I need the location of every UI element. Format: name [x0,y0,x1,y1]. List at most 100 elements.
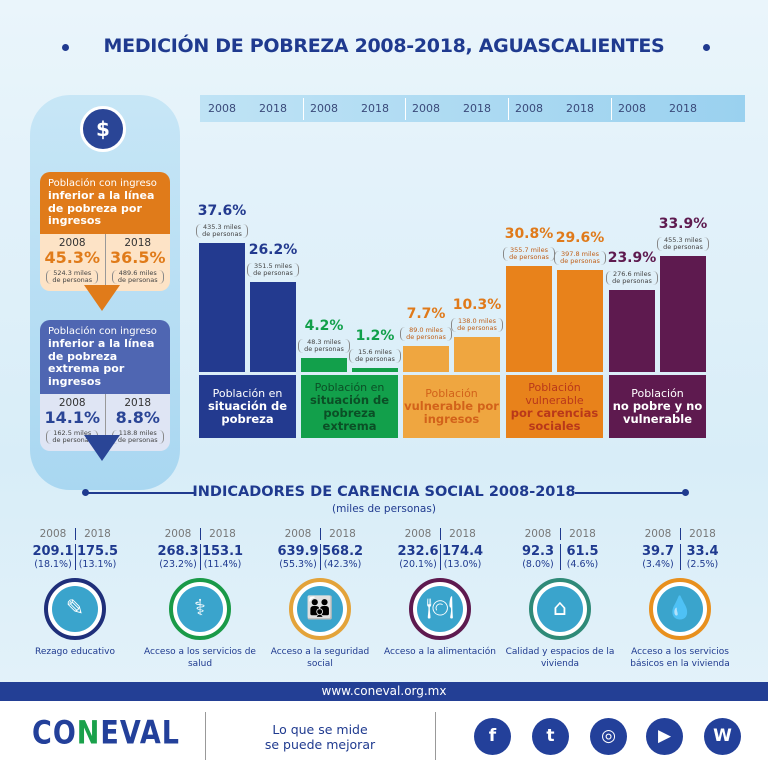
indicator-icon-ring: ⚕ [169,578,231,640]
year-label: 2008 [208,102,236,115]
category-label-light: Población en [212,387,283,400]
footer-divider [435,712,436,760]
wikipedia-icon[interactable]: W [704,718,741,755]
year: 2008 [39,528,67,540]
bar-people-label: 351.5 miles de personas [243,260,303,279]
year: 2018 [124,236,152,249]
pencil-icon: ✎ [52,586,98,632]
divider-dot [682,489,689,496]
bar-value-label: 7.7% [406,305,446,322]
indicator-label: Acceso a los servicios de salud [144,647,256,669]
indicator-icon-ring: ⌂ [529,578,591,640]
year: 2018 [680,528,724,540]
bar-2018 [250,282,296,372]
divider-line [575,492,685,494]
percent: 36.5% [109,247,166,267]
indicator-years: 2008 2018 [140,528,260,540]
bar-people-label: 397.8 miles de personas [550,248,610,267]
tagline: Lo que se mide se puede mejorar [215,722,425,752]
indicator-percents: (18.1%) (13.1%) [15,559,135,570]
indicator-years: 2008 2018 [380,528,500,540]
year: 2008 [524,528,552,540]
percent-2008: (55.3%) [279,559,317,570]
website-link[interactable]: www.coneval.org.mx [0,682,768,701]
indicator-years: 2008 2018 [620,528,740,540]
indicator-percents: (20.1%) (13.0%) [380,559,500,570]
value-2008: 39.7 [641,544,675,559]
category-label-bold: situación de pobreza [207,399,288,426]
year-label: 2008 [310,102,338,115]
indicator: 2008 2018 268.3 153.1 (23.2%) (11.4%) ⚕ Acceso … [140,528,260,670]
percent-2008: (23.2%) [159,559,197,570]
year: 2008 [644,528,672,540]
category-label-bold: no pobre y no vulnerable [612,399,703,426]
category-label-light: Población [631,387,684,400]
indicator-label: Acceso a los servicios básicos en la viv… [630,647,730,669]
title-bullet [703,44,710,51]
year: 2018 [200,528,244,540]
indicator-percents: (3.4%) (2.5%) [620,559,740,570]
year-header-strip [200,95,745,122]
water-tap-icon: 💧 [657,586,703,632]
family-hands-icon: 👪 [297,586,343,632]
percent-2018: (13.1%) [75,559,119,570]
percent: 14.1% [44,408,100,427]
indicator: 2008 2018 232.6 174.4 (20.1%) (13.0%) 🍽 Acceso … [380,528,500,658]
instagram-icon[interactable]: ◎ [590,718,627,755]
value-2008: 639.9 [277,544,319,559]
year: 2018 [320,528,364,540]
money-stack-icon: $ [80,106,126,152]
category-label: Población en situación de pobreza extrema [301,375,398,438]
indicator-values: 92.3 61.5 [500,544,620,559]
percent-2008: (3.4%) [642,559,674,570]
bar-2008 [506,266,552,372]
people-text: 138.0 miles de personas [451,317,503,332]
youtube-icon[interactable]: ▶ [646,718,683,755]
value-2018: 175.5 [75,544,119,559]
people: 524.3 miles de personas [46,269,99,284]
pointer [84,435,120,461]
twitter-icon[interactable]: t [532,718,569,755]
indicator-values: 209.1 175.5 [15,544,135,559]
percent-2018: (4.6%) [560,559,604,570]
people: 489.6 miles de personas [111,269,164,284]
people-text: 351.5 miles de personas [247,263,299,278]
category-label-bold: situación de pobreza extrema [309,392,390,433]
bar-people-label: 89.0 miles de personas [396,324,456,343]
people-text: 276.6 miles de personas [606,271,658,285]
indicator-values: 39.7 33.4 [620,544,740,559]
tagline-line: Lo que se mide [272,722,368,737]
pointer [84,285,120,311]
percent-2008: (20.1%) [399,559,437,570]
category-label: Población vulnerable por carencias social… [506,375,603,438]
bar-value-label: 26.2% [248,242,298,259]
bar-value-label: 37.6% [197,203,247,219]
bar-value-label: 33.9% [658,215,708,232]
indicator-values: 268.3 153.1 [140,544,260,559]
bar-value-label: 29.6% [555,230,605,247]
facebook-icon[interactable]: f [474,718,511,755]
indicator-values: 232.6 174.4 [380,544,500,559]
category-label-light: Población en [314,380,385,394]
bar-people-label: 15.6 miles de personas [345,346,405,365]
year-label: 2018 [669,102,697,115]
percent-2018: (2.5%) [680,559,724,570]
value-2018: 174.4 [440,544,484,559]
page-title: MEDICIÓN DE POBREZA 2008-2018, AGUASCALI… [103,35,665,57]
bar-2018 [660,255,706,372]
bar-value-label: 1.2% [355,327,395,344]
indicator: 2008 2018 92.3 61.5 (8.0%) (4.6%) ⌂ Calidad y e… [500,528,620,670]
category-label: Población vulnerable por ingresos [403,375,500,438]
value-2008: 268.3 [157,544,199,559]
year-divider [611,98,612,120]
people-text: 397.8 miles de personas [554,251,606,266]
bar-people-label: 48.3 miles de personas [294,336,354,355]
value-2018: 568.2 [320,544,364,559]
indicator-percents: (55.3%) (42.3%) [260,559,380,570]
footer-divider [205,712,206,760]
indicator-label: Acceso a la seguridad social [270,647,370,669]
year-label: 2018 [463,102,491,115]
value-2018: 33.4 [680,544,724,559]
people-text: 48.3 miles de personas [298,338,350,353]
box-heading: Población con ingreso [48,326,157,337]
